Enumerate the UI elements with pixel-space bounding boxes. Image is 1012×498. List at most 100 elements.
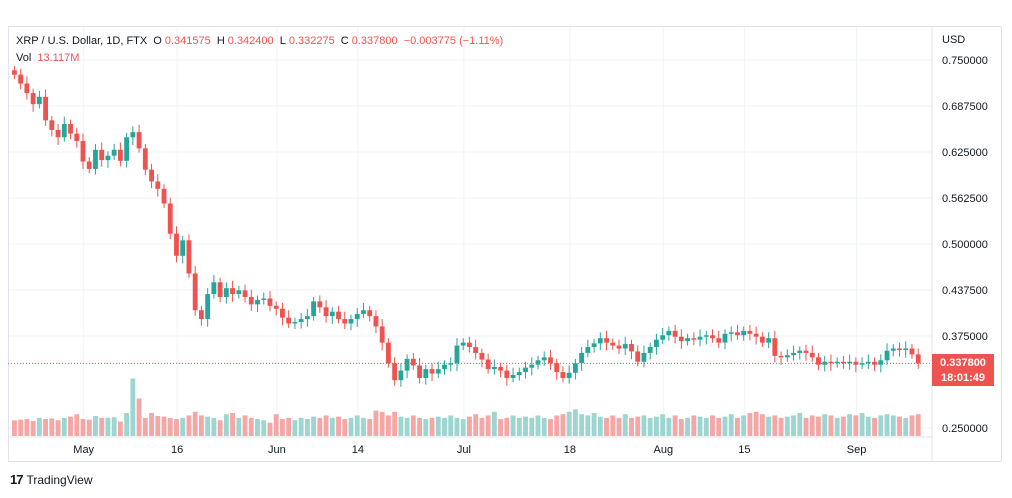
candle-body [61,124,67,138]
volume-bar [853,415,859,436]
volume-bar [273,414,279,436]
volume-bar [267,422,273,436]
volume-bar [529,417,535,436]
legend-low-label: L [279,35,286,47]
volume-bar [803,417,809,436]
legend-symbol: XRP / U.S. Dollar, 1D, FTX [16,35,148,47]
candle-body [230,288,236,295]
volume-bar [317,417,323,436]
volume-bar [354,415,360,436]
candle-body [859,363,865,365]
currency-label[interactable]: USD [942,34,966,46]
volume-bar [703,417,709,436]
candle-body [585,347,591,353]
volume-bar [616,417,622,436]
candle-body [379,326,385,343]
volume-bar [647,417,653,436]
candle-body [273,305,279,309]
x-tick-label: May [73,444,94,456]
candle-body [884,350,890,361]
candle-body [298,319,304,323]
volume-bar [242,415,248,436]
candle-body [504,370,510,378]
volume-bar [828,415,834,436]
candle-body [435,369,441,374]
legend-low-value: 0.332275 [288,35,335,47]
candle-body [105,155,111,161]
candle-body [741,330,747,336]
candle-body [710,335,715,339]
y-tick-label: 0.687500 [942,101,988,113]
candle-body [248,296,254,305]
candle-body [423,369,429,378]
volume-bar [766,416,772,436]
candle-body [635,351,641,362]
volume-bar [909,415,915,436]
volume-bar [516,417,522,436]
volume-bar [778,417,784,436]
y-tick-label: 0.437500 [942,285,988,297]
volume-bar [691,415,697,436]
volume-bar [348,417,354,436]
volume-bar [55,420,61,436]
candle-body [828,361,834,364]
volume-bar [111,417,117,436]
volume-bar [198,415,204,436]
volume-bar [491,411,497,436]
volume-bar [342,419,348,436]
volume-bar [579,414,585,436]
volume-bar [541,417,547,436]
candle-body [311,301,317,317]
volume-bar [398,416,404,436]
volume-bar [130,378,136,436]
volume-bar [840,416,846,436]
volume-bar [498,419,504,436]
candle-body [460,342,466,346]
candle-body [367,310,373,317]
volume-bar [223,414,229,436]
candle-body [778,355,784,358]
volume-bar [435,416,441,436]
legend-close-value: 0.337800 [351,35,398,47]
candle-body [803,350,809,353]
candle-body [142,148,148,170]
candle-body [454,345,460,364]
volume-bar [442,417,447,436]
volume-bar [797,413,803,436]
volume-bar [641,415,647,436]
volume-bar [672,415,678,436]
candle-body [55,129,61,138]
volume-bar [68,416,73,436]
candle-body [560,372,566,378]
volume-bar [49,418,55,436]
legend-close-label: C [340,35,349,47]
candle-body [136,132,142,149]
candle-body [610,342,616,346]
volume-bar [174,419,179,436]
candle-body [629,344,634,352]
volume-bar [548,419,553,436]
volume-bar [479,417,485,436]
volume-bar [230,413,236,436]
candle-body [161,188,167,204]
volume-bar [747,413,753,436]
candle-body [516,372,522,376]
volume-bar [361,417,366,436]
candle-body [847,361,853,364]
tradingview-logo[interactable]: 17 TradingView [10,472,93,487]
volume-bar [217,420,223,436]
candle-body [759,336,765,343]
volume-bar [80,419,86,436]
candle-body [784,355,790,358]
x-tick-label: 18 [564,444,576,456]
candle-body [735,332,740,336]
candle-body [30,93,36,105]
volume-bar [93,416,98,436]
candle-body [716,338,722,343]
legend-high-value: 0.342400 [227,35,274,47]
volume-bar [510,415,516,436]
volume-bar [236,417,242,436]
candle-body [36,96,42,105]
candle-body [728,332,734,334]
